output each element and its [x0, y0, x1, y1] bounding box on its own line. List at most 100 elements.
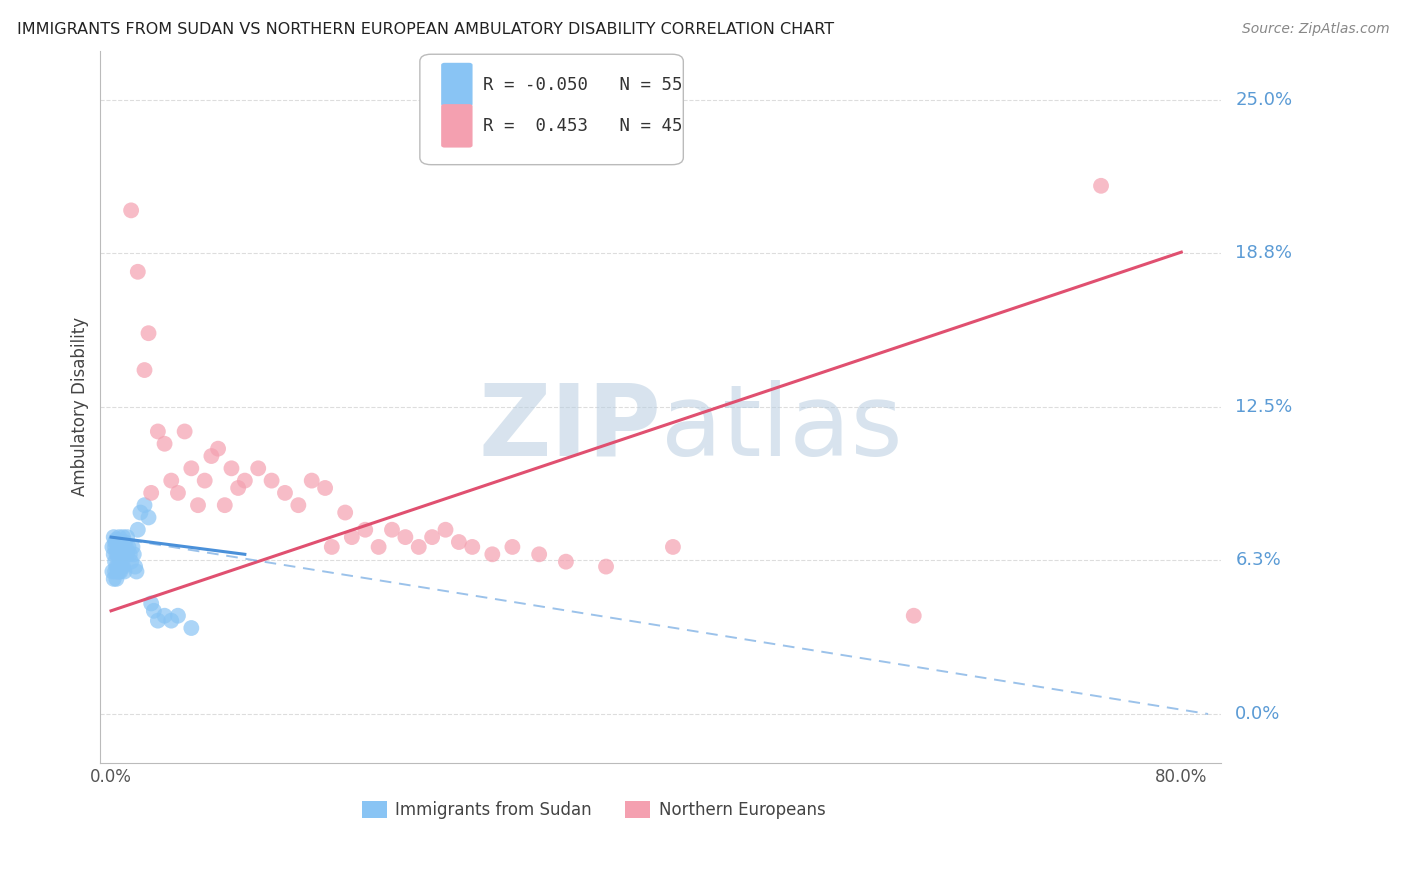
Point	[903, 608, 925, 623]
Text: R =  0.453   N = 45: R = 0.453 N = 45	[482, 117, 682, 135]
Point	[105, 533, 128, 547]
Point	[527, 547, 550, 561]
Point	[104, 535, 127, 549]
Point	[114, 535, 136, 549]
Point	[333, 506, 356, 520]
Point	[112, 559, 135, 574]
Point	[662, 540, 685, 554]
Point	[103, 530, 125, 544]
Point	[200, 449, 222, 463]
Text: IMMIGRANTS FROM SUDAN VS NORTHERN EUROPEAN AMBULATORY DISABILITY CORRELATION CHA: IMMIGRANTS FROM SUDAN VS NORTHERN EUROPE…	[17, 22, 834, 37]
Point	[247, 461, 270, 475]
Point	[461, 540, 484, 554]
Point	[103, 547, 125, 561]
Point	[434, 523, 457, 537]
Point	[111, 559, 134, 574]
Point	[108, 547, 131, 561]
Point	[121, 540, 143, 554]
Point	[354, 523, 377, 537]
Point	[381, 523, 404, 537]
Point	[114, 547, 136, 561]
Point	[153, 436, 176, 450]
Point	[103, 572, 125, 586]
Point	[110, 542, 132, 557]
Point	[554, 555, 576, 569]
Point	[101, 565, 124, 579]
Point	[207, 442, 229, 456]
Point	[120, 203, 142, 218]
Point	[108, 565, 131, 579]
Point	[447, 535, 470, 549]
Point	[134, 498, 156, 512]
Point	[167, 608, 190, 623]
Point	[118, 547, 141, 561]
Point	[104, 555, 127, 569]
Point	[138, 326, 160, 341]
Point	[104, 540, 127, 554]
Point	[301, 474, 323, 488]
Point	[108, 530, 131, 544]
Point	[110, 555, 132, 569]
Point	[367, 540, 389, 554]
Point	[194, 474, 217, 488]
Point	[321, 540, 343, 554]
Point	[214, 498, 236, 512]
Point	[180, 461, 202, 475]
Point	[221, 461, 243, 475]
Point	[127, 265, 149, 279]
Text: atlas: atlas	[661, 380, 903, 477]
Point	[340, 530, 363, 544]
Point	[104, 565, 127, 579]
Point	[187, 498, 209, 512]
Point	[274, 486, 297, 500]
Point	[141, 486, 163, 500]
Text: 6.3%: 6.3%	[1236, 551, 1281, 569]
FancyBboxPatch shape	[420, 54, 683, 165]
Point	[114, 565, 136, 579]
Point	[160, 614, 183, 628]
Text: Source: ZipAtlas.com: Source: ZipAtlas.com	[1241, 22, 1389, 37]
Point	[111, 540, 134, 554]
Point	[481, 547, 503, 561]
Point	[112, 530, 135, 544]
Point	[114, 540, 136, 554]
Point	[108, 540, 131, 554]
Point	[134, 363, 156, 377]
Point	[153, 608, 176, 623]
Point	[105, 559, 128, 574]
Point	[110, 565, 132, 579]
Point	[160, 474, 183, 488]
Point	[125, 565, 148, 579]
Point	[142, 604, 165, 618]
Point	[141, 597, 163, 611]
Point	[127, 523, 149, 537]
Point	[115, 530, 138, 544]
Point	[111, 547, 134, 561]
Point	[107, 559, 129, 574]
Point	[501, 540, 523, 554]
Text: 18.8%: 18.8%	[1236, 244, 1292, 262]
Point	[112, 542, 135, 557]
Point	[408, 540, 430, 554]
Point	[138, 510, 160, 524]
Point	[105, 572, 128, 586]
Point	[110, 535, 132, 549]
Point	[260, 474, 283, 488]
Point	[394, 530, 416, 544]
Point	[105, 547, 128, 561]
Legend: Immigrants from Sudan, Northern Europeans: Immigrants from Sudan, Northern European…	[356, 795, 832, 826]
Point	[146, 425, 169, 439]
Point	[226, 481, 249, 495]
Text: 12.5%: 12.5%	[1236, 398, 1292, 416]
Point	[115, 547, 138, 561]
Y-axis label: Ambulatory Disability: Ambulatory Disability	[72, 318, 89, 497]
Point	[1090, 178, 1112, 193]
Point	[287, 498, 309, 512]
Point	[120, 555, 142, 569]
FancyBboxPatch shape	[441, 104, 472, 147]
Point	[420, 530, 443, 544]
FancyBboxPatch shape	[441, 62, 472, 106]
Point	[117, 540, 139, 554]
Point	[107, 565, 129, 579]
Point	[122, 547, 145, 561]
